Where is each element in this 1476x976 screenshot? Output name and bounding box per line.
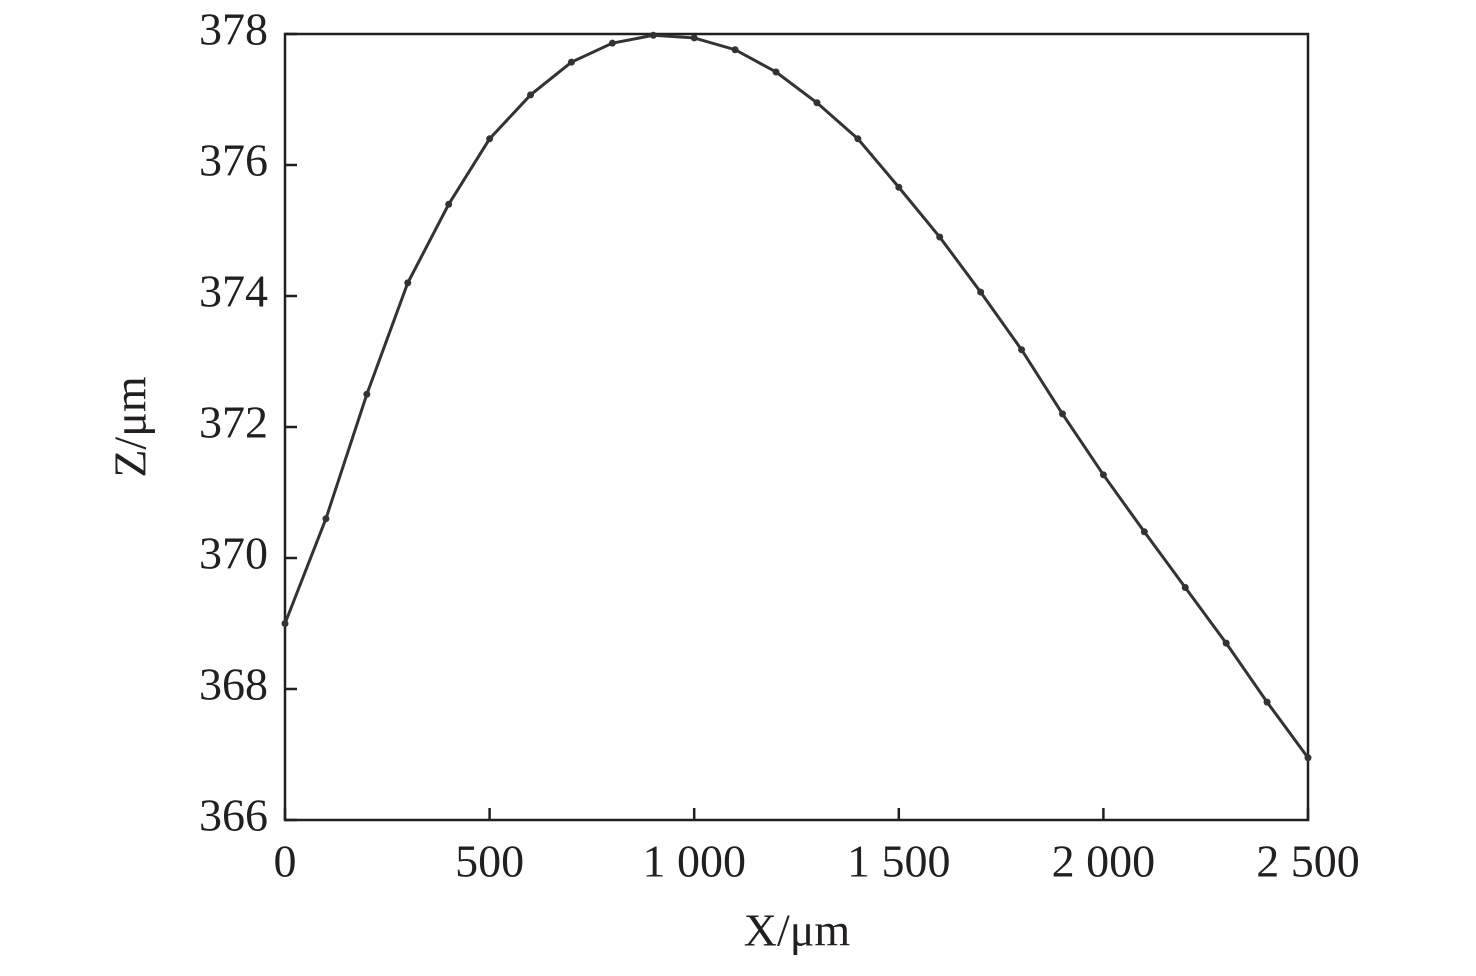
data-point (1018, 346, 1026, 354)
x-tick-label: 2 500 (1256, 836, 1360, 887)
data-point (527, 91, 535, 99)
data-point (772, 68, 780, 76)
data-point (1181, 583, 1189, 591)
data-point (649, 31, 657, 39)
data-point (363, 390, 371, 398)
y-tick-label: 376 (199, 135, 268, 186)
y-tick-label: 366 (199, 790, 268, 841)
y-tick-label: 374 (199, 266, 268, 317)
x-tick-label: 1 000 (642, 836, 746, 887)
data-point (731, 46, 739, 54)
y-tick-label: 370 (199, 528, 268, 579)
data-point (813, 99, 821, 107)
data-point (567, 58, 575, 66)
data-point (281, 620, 289, 627)
data-point (445, 200, 453, 208)
data-point (1058, 410, 1066, 418)
data-point (1263, 698, 1271, 706)
x-tick-label: 0 (274, 836, 297, 887)
y-tick-label: 368 (199, 659, 268, 710)
data-point (854, 135, 862, 143)
x-axis-label: X/μm (744, 905, 851, 956)
x-tick-label: 2 000 (1052, 836, 1156, 887)
data-point (936, 233, 944, 241)
data-point (608, 39, 616, 47)
y-tick-label: 372 (199, 397, 268, 448)
data-point (1140, 528, 1148, 536)
y-tick-label: 378 (199, 4, 268, 55)
data-point (404, 279, 412, 287)
data-point (1222, 639, 1230, 647)
data-point (1099, 471, 1107, 479)
data-point (690, 34, 698, 42)
x-tick-label: 500 (455, 836, 524, 887)
x-tick-label: 1 500 (847, 836, 951, 887)
data-point (322, 515, 330, 523)
y-axis-label: Z/μm (105, 376, 156, 478)
data-point (977, 288, 985, 296)
data-point (486, 135, 494, 143)
data-line (283, 33, 1310, 759)
plot-frame (283, 32, 1310, 822)
data-point (895, 183, 903, 191)
data-point (1304, 754, 1312, 762)
